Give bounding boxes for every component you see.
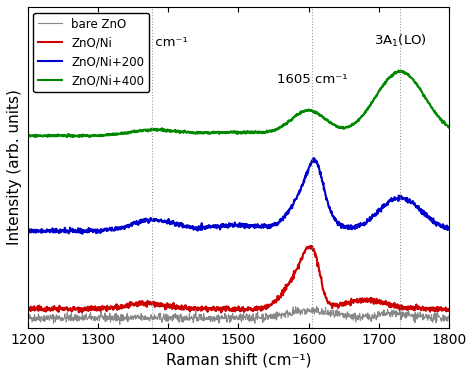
ZnO/Ni [310,244,315,248]
ZnO/Ni+200 [246,224,252,229]
ZnO/Ni [447,307,452,311]
ZnO/Ni [255,304,261,309]
ZnO/Ni [218,310,224,315]
ZnO/Ni [25,307,30,311]
ZnO/Ni [208,306,213,310]
bare ZnO [167,314,173,319]
Text: 3A$_1$(LO): 3A$_1$(LO) [374,33,427,49]
ZnO/Ni+200 [81,230,87,234]
ZnO/Ni [96,305,101,310]
ZnO/Ni [81,306,86,311]
ZnO/Ni+200 [80,232,85,236]
Line: ZnO/Ni+400: ZnO/Ni+400 [27,70,449,137]
Line: ZnO/Ni: ZnO/Ni [27,246,449,313]
ZnO/Ni+200 [167,222,173,227]
bare ZnO [25,315,30,319]
bare ZnO [96,313,101,318]
ZnO/Ni+400 [447,125,452,129]
ZnO/Ni+200 [25,230,30,234]
bare ZnO [208,315,214,319]
Line: bare ZnO: bare ZnO [27,306,449,325]
ZnO/Ni+400 [246,129,252,134]
Legend: bare ZnO, ZnO/Ni, ZnO/Ni+200, ZnO/Ni+400: bare ZnO, ZnO/Ni, ZnO/Ni+200, ZnO/Ni+400 [33,13,149,92]
ZnO/Ni+200 [255,224,261,229]
ZnO/Ni+400 [167,128,173,132]
ZnO/Ni+200 [447,227,452,231]
bare ZnO [314,304,319,309]
Y-axis label: Intensity (arb. units): Intensity (arb. units) [7,89,22,245]
ZnO/Ni [167,305,173,309]
ZnO/Ni+400 [255,131,261,135]
ZnO/Ni+400 [396,68,401,73]
ZnO/Ni+400 [96,133,102,137]
X-axis label: Raman shift (cm⁻¹): Raman shift (cm⁻¹) [166,352,311,367]
ZnO/Ni+400 [25,134,30,138]
ZnO/Ni+400 [208,131,214,135]
ZnO/Ni+200 [96,230,102,234]
ZnO/Ni+200 [208,224,214,229]
Text: 1377 cm⁻¹: 1377 cm⁻¹ [117,36,187,49]
ZnO/Ni+400 [70,135,76,139]
bare ZnO [117,322,123,327]
ZnO/Ni [246,306,252,311]
Text: 1605 cm⁻¹: 1605 cm⁻¹ [277,73,347,86]
bare ZnO [255,315,261,320]
bare ZnO [447,313,452,317]
Line: ZnO/Ni+200: ZnO/Ni+200 [27,158,449,234]
bare ZnO [81,314,86,319]
bare ZnO [246,312,252,317]
ZnO/Ni+400 [81,133,87,138]
ZnO/Ni+200 [311,156,317,160]
